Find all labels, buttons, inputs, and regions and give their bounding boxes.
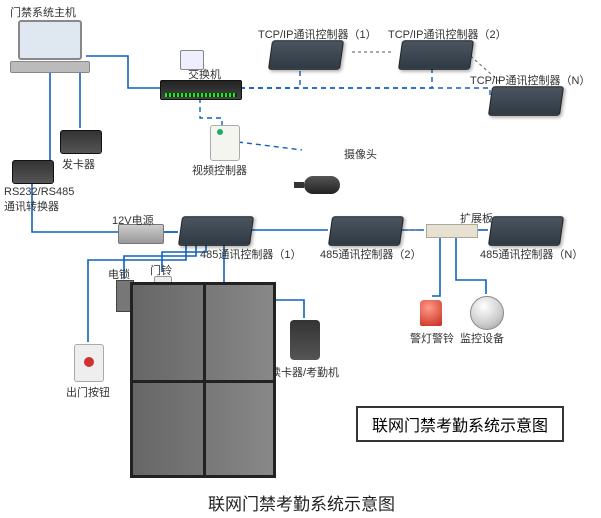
camera — [304, 176, 340, 194]
alarm-light — [420, 300, 442, 326]
c485-controller-1 — [178, 216, 254, 246]
title-box: 联网门禁考勤系统示意图 — [356, 406, 564, 442]
camera-label: 摄像头 — [344, 146, 377, 162]
tcp-controller-n — [488, 86, 564, 116]
card-reader — [290, 320, 320, 360]
bottom-title: 联网门禁考勤系统示意图 — [208, 490, 395, 515]
c485-controller-2 — [328, 216, 404, 246]
host-laptop — [10, 20, 90, 70]
tcpn-label: TCP/IP通讯控制器（N） — [470, 72, 590, 88]
tcp2-label: TCP/IP通讯控制器（2） — [388, 26, 507, 42]
monitor-label: 监控设备 — [460, 330, 504, 346]
rs485-label: RS232/RS485 通讯转换器 — [4, 186, 74, 214]
switch-monitor-icon — [180, 50, 204, 70]
c485-2-label: 485通讯控制器（2） — [320, 246, 421, 262]
c485-1-label: 485通讯控制器（1） — [200, 246, 301, 262]
power-label: 12V电源 — [112, 212, 154, 228]
card-issuer — [60, 130, 102, 154]
cardissuer-label: 发卡器 — [62, 156, 95, 172]
c485-n-label: 485通讯控制器（N） — [480, 246, 583, 262]
c485-controller-n — [488, 216, 564, 246]
video-controller — [210, 125, 240, 161]
expansion-board — [426, 224, 478, 238]
exit-button — [74, 344, 104, 382]
bell-label: 门铃 — [150, 262, 172, 278]
reader-label: 读卡器/考勤机 — [270, 364, 339, 380]
diagram-canvas: 门禁系统主机 交换机 TCP/IP通讯控制器（1） TCP/IP通讯控制器（2）… — [0, 0, 601, 518]
rs485-converter — [12, 160, 54, 184]
door-graphic — [130, 282, 276, 478]
lock-label: 电锁 — [108, 266, 130, 282]
exitbtn-label: 出门按钮 — [66, 384, 110, 400]
videoctrl-label: 视频控制器 — [192, 162, 247, 178]
alarm-label: 警灯警铃 — [410, 330, 454, 346]
tcp-controller-1 — [268, 40, 344, 70]
switch-device — [160, 80, 242, 100]
expansion-label: 扩展板 — [460, 210, 493, 226]
tcp-controller-2 — [398, 40, 474, 70]
host-label: 门禁系统主机 — [10, 4, 76, 20]
tcp1-label: TCP/IP通讯控制器（1） — [258, 26, 377, 42]
dome-camera — [470, 296, 504, 330]
